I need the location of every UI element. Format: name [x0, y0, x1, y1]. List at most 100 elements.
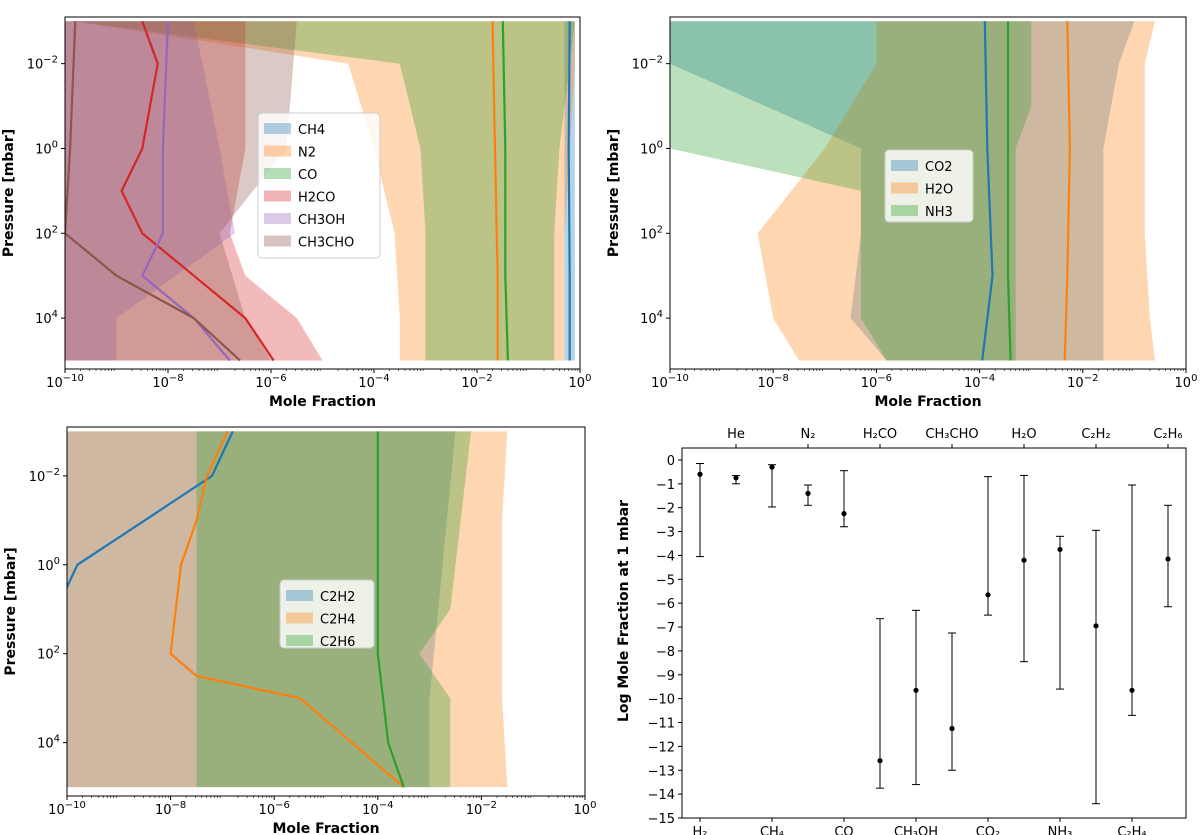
y-axis-label: Pressure [mbar] — [1, 129, 17, 257]
x-tick-label: 10−2 — [461, 373, 492, 391]
panel-bottom-right: 0 −1 −2 −3 −4 −5 −6 −7 −8 −9 −10 −11 −12 −13 −14 −15 Log… — [616, 427, 1187, 835]
band-c2h2 — [67, 431, 456, 788]
axes-frame — [681, 447, 1187, 819]
y-tick-label: −15 — [648, 812, 675, 827]
top-label: H₂O — [1011, 427, 1036, 442]
y-tick-label: 104 — [640, 309, 663, 327]
median-line-c2h4 — [169, 430, 405, 788]
bottom-label: CO — [834, 825, 853, 835]
y-tick-label: −11 — [648, 717, 675, 732]
y-axis-label: Log Mole Fraction at 1 mbar — [616, 500, 632, 722]
data-point — [949, 725, 955, 732]
median-line-co2 — [981, 21, 994, 361]
x-tick-label: 10−6 — [861, 373, 892, 391]
y-axis-label: Pressure [mbar] — [606, 129, 622, 257]
x-axis-label: Mole Fraction — [269, 394, 376, 410]
data-point — [733, 475, 739, 481]
data-point — [805, 490, 811, 496]
legend-label-c2h6: C2H6 — [320, 635, 355, 650]
x-tick-label: 10−8 — [155, 800, 186, 818]
legend-label-c2h4: C2H4 — [320, 613, 355, 628]
y-tick-label: −9 — [656, 669, 675, 684]
x-axis-label: Mole Fraction — [272, 821, 379, 835]
data-point — [841, 511, 847, 517]
x-tick-label: 100 — [1175, 373, 1198, 391]
y-tick-label: −10 — [648, 693, 675, 708]
x-tick-label: 10−6 — [255, 373, 286, 391]
errorbar-c2h4 — [1128, 484, 1136, 716]
median-line-h2co — [120, 20, 275, 362]
y-tick-label: 10−2 — [29, 467, 60, 485]
errorbar-h2o — [1020, 474, 1028, 663]
legend-label-ch4: CH4 — [298, 123, 325, 138]
band-co — [70, 21, 575, 361]
legend-label-ch3oh: CH3OH — [298, 213, 345, 228]
legend-swatch-co — [264, 168, 291, 179]
x-axis-label: Mole Fraction — [874, 394, 981, 410]
band-n2 — [75, 21, 575, 361]
top-label: CH₃CHO — [925, 427, 978, 442]
y-tick-label: 100 — [35, 139, 58, 157]
median-line-co — [501, 21, 509, 361]
legend-swatch-h2co — [264, 190, 291, 202]
median-line-c2h2 — [67, 430, 234, 590]
y-tick-label: −2 — [656, 502, 675, 517]
x-tick-label: 10−4 — [362, 800, 393, 818]
panel-bottom-left: 10−10 10−8 10−6 10−4 10−2 100 10−2 100 102 104 Mol… — [3, 426, 597, 835]
y-tick-label: 100 — [37, 556, 60, 574]
bottom-label: CH₃OH — [894, 825, 938, 835]
y-tick-label: −1 — [656, 478, 675, 493]
errorbar-c2h2 — [1092, 529, 1100, 805]
legend-box — [257, 112, 381, 259]
x-tick-label: 10−10 — [651, 373, 689, 391]
plot-area — [65, 20, 575, 362]
x-tick-label: 10−10 — [46, 373, 84, 391]
legend-label-c2h2: C2H2 — [320, 590, 355, 605]
bottom-label: CH₄ — [760, 825, 784, 835]
top-label: N₂ — [801, 427, 816, 442]
y-tick-label: −7 — [656, 621, 675, 636]
median-line-c2h6 — [376, 431, 405, 788]
legend-label-ch3cho: CH3CHO — [298, 236, 354, 251]
axes-frame — [669, 16, 1187, 370]
x-tick-label: 10−2 — [1067, 373, 1098, 391]
y-tick-label: 10−2 — [632, 55, 663, 73]
errorbar-ch4 — [768, 464, 776, 508]
axes-frame — [64, 16, 581, 370]
data-point — [769, 464, 775, 470]
legend-swatch-c2h2 — [286, 590, 313, 601]
y-tick-label: 10−2 — [27, 55, 58, 73]
bottom-label: C₂H₄ — [1117, 825, 1146, 835]
errorbar-ch3cho — [948, 632, 956, 771]
y-tick-label: −3 — [656, 526, 675, 541]
legend-label-n2: N2 — [298, 146, 316, 161]
errorbar-c2h6 — [1164, 504, 1172, 608]
legend-box — [884, 149, 974, 223]
top-label: C₂H₂ — [1081, 427, 1110, 442]
errorbar-n2 — [804, 484, 812, 506]
top-label: C₂H₆ — [1153, 427, 1182, 442]
data-point — [877, 758, 883, 764]
median-line-h2o — [1063, 21, 1072, 361]
data-point — [1093, 623, 1099, 629]
data-point — [1057, 546, 1063, 553]
legend-swatch-c2h6 — [286, 635, 313, 646]
y-tick-label: −8 — [656, 645, 675, 660]
x-tick-label: 100 — [574, 800, 597, 818]
x-tick-label: 10−10 — [48, 800, 86, 818]
y-axis-label: Pressure [mbar] — [3, 547, 19, 675]
y-tick-label: 102 — [640, 224, 663, 242]
x-tick-label: 10−6 — [259, 800, 290, 818]
x-tick-label: 10−4 — [358, 373, 389, 391]
median-line-ch4 — [567, 21, 571, 361]
legend-swatch-co2 — [891, 160, 918, 171]
y-tick-label: 100 — [640, 139, 663, 157]
legend-label-h2co: H2CO — [298, 191, 335, 206]
errorbar-nh3 — [1056, 535, 1064, 690]
legend-label-co2: CO2 — [925, 160, 953, 175]
legend-label-co: CO — [298, 168, 317, 183]
data-point — [985, 592, 991, 598]
median-line-nh3 — [1006, 21, 1012, 361]
legend-swatch-ch4 — [264, 123, 291, 134]
